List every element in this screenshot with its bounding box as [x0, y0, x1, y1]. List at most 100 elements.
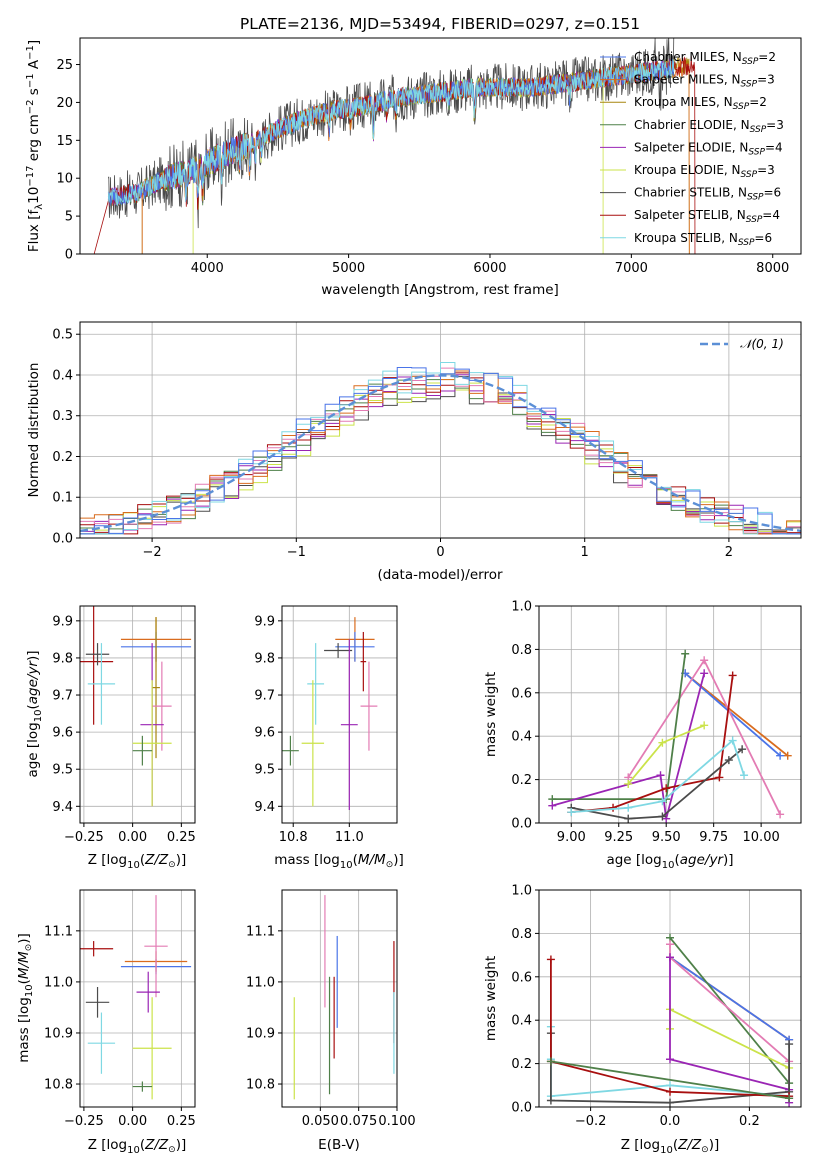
weight-marker [728, 736, 737, 745]
weight-line-chabrier-elodie2 [550, 1060, 790, 1100]
tick-label-y: 9.5 [52, 763, 73, 778]
tick-label-y: 9.5 [254, 763, 275, 778]
xlabel-part: age/yr [680, 852, 725, 868]
axes-frame [538, 605, 802, 824]
ylabel-part: erg cm [26, 114, 42, 165]
x-axis-label: Z [log10(Z/Z⊙)] [88, 852, 187, 871]
tick-label-x: 0.100 [378, 1114, 415, 1129]
legend-sub: SSP [733, 102, 750, 112]
xlabel-part: )] [393, 852, 404, 868]
weight-line-salpeter-elodie [552, 673, 706, 819]
tick-label-x: 9.00 [557, 830, 586, 845]
weight-marker [656, 771, 665, 780]
tick-label-x: 0.25 [167, 1114, 196, 1129]
tick-label-x: 4000 [191, 261, 224, 276]
xlabel-part: M/M [358, 852, 386, 868]
plot-area [93, 38, 696, 254]
weight-marker [785, 1040, 794, 1049]
axes-frame [281, 889, 398, 1108]
xlabel-part: )] [176, 852, 187, 868]
tick-label-y: 0.8 [511, 643, 532, 658]
weight-marker [658, 812, 667, 821]
weight-marker [724, 756, 733, 765]
plot-area [80, 606, 192, 807]
tick-label-y: 9.6 [52, 726, 73, 741]
ylabel-part: 10 [33, 710, 44, 723]
ylabel-part: )] [25, 650, 41, 661]
tick-label-x: 11.0 [335, 830, 364, 845]
tick-label-x: −2 [143, 545, 162, 560]
weight-marker [624, 814, 633, 823]
tick-label-x: 0.00 [118, 1114, 147, 1129]
ylabel-part: −1 [25, 45, 36, 60]
weight-marker [658, 797, 667, 806]
weight-marker [546, 1057, 555, 1066]
tick-label-x: 8000 [756, 261, 789, 276]
axes-frame [281, 605, 398, 824]
legend-sub: SSP [738, 238, 755, 248]
ylabel-part: −2 [25, 99, 36, 114]
tick-label-y: 0.0 [52, 532, 73, 547]
tick-label-y: 10.8 [44, 1078, 73, 1093]
legend-suffix: =4 [765, 140, 783, 154]
legend-label: Salpeter MILES, NSSP=3 [634, 73, 775, 90]
weight-marker [785, 1094, 794, 1103]
weight-marker [666, 940, 674, 949]
legend-label: Kroupa ELODIE, NSSP=3 [634, 163, 775, 180]
tick-label-y: 0.2 [511, 1057, 532, 1072]
ylabel-part: λ [34, 204, 45, 210]
y-axis-label: mass [log10(M/M⊙)] [16, 933, 35, 1063]
histogram-chabrier-miles [80, 366, 801, 538]
legend-label: Chabrier STELIB, NSSP=6 [634, 186, 781, 203]
weight-marker [546, 955, 555, 964]
x-axis-label: age [log10(age/yr)] [606, 852, 733, 871]
xlabel-part: 10 [340, 860, 353, 871]
xlabel-part: age [log [606, 852, 661, 868]
tick-label-y: 9.6 [254, 726, 275, 741]
axes-ebv-mass: 0.050 0.075 0.100 10.8 10.9 11.0 11.1 E(B-V) [246, 889, 416, 1153]
tick-label-y: 0.2 [52, 450, 73, 465]
y-axis-label: Flux [fλ10−17 erg cm−2 s−1 A−1] [25, 40, 45, 252]
spectrum-line-salpeter-stelib [93, 56, 696, 254]
weight-marker [783, 751, 792, 760]
weight-marker [666, 1055, 674, 1064]
legend-sub: SSP [747, 193, 764, 203]
legend-label: Salpeter STELIB, NSSP=4 [634, 208, 780, 225]
tick-label-x: −1 [287, 545, 306, 560]
tick-label-y: 11.0 [44, 975, 73, 990]
weight-marker [662, 784, 671, 793]
tick-label-y: 9.4 [254, 800, 275, 815]
legend-text: Chabrier MILES, N [634, 50, 742, 64]
xlabel-part: ( [140, 852, 145, 868]
legend-text: Salpeter ELODIE, N [634, 140, 748, 154]
tick-label-y: 1.0 [511, 884, 532, 899]
legend-sub: SSP [748, 147, 765, 157]
tick-label-y: 10.9 [44, 1026, 73, 1041]
weight-line-pink [627, 658, 781, 815]
xlabel-part: ( [673, 1137, 678, 1153]
xlabel-part: ⊙ [701, 1145, 709, 1155]
tick-label-y: 9.4 [52, 800, 73, 815]
tick-label-x: 5000 [332, 261, 365, 276]
ylabel-part: −1 [25, 73, 36, 88]
legend-sub: SSP [750, 125, 767, 135]
tick-label-x: 9.50 [652, 830, 681, 845]
weight-line-chabrier-stelib [571, 748, 743, 820]
ylabel-part: M/M [16, 951, 32, 979]
axes-frame [79, 605, 196, 824]
legend-sub: SSP [741, 170, 758, 180]
tick-label-y: 20 [56, 96, 73, 111]
legend-suffix: =4 [762, 208, 780, 222]
tick-label-y: 25 [56, 58, 73, 73]
tick-label-y: 0.8 [511, 927, 532, 942]
legend-text: Kroupa MILES, N [634, 95, 733, 109]
tick-label-x: −0.2 [575, 1114, 607, 1129]
ylabel-part: s [26, 88, 42, 99]
tick-label-y: 5 [65, 210, 73, 225]
tick-label-y: 0.0 [511, 1101, 532, 1116]
weight-marker [666, 1087, 674, 1096]
legend-text: Salpeter STELIB, N [634, 208, 746, 222]
axes-frame [79, 37, 802, 255]
tick-label-y: 0.1 [52, 491, 73, 506]
